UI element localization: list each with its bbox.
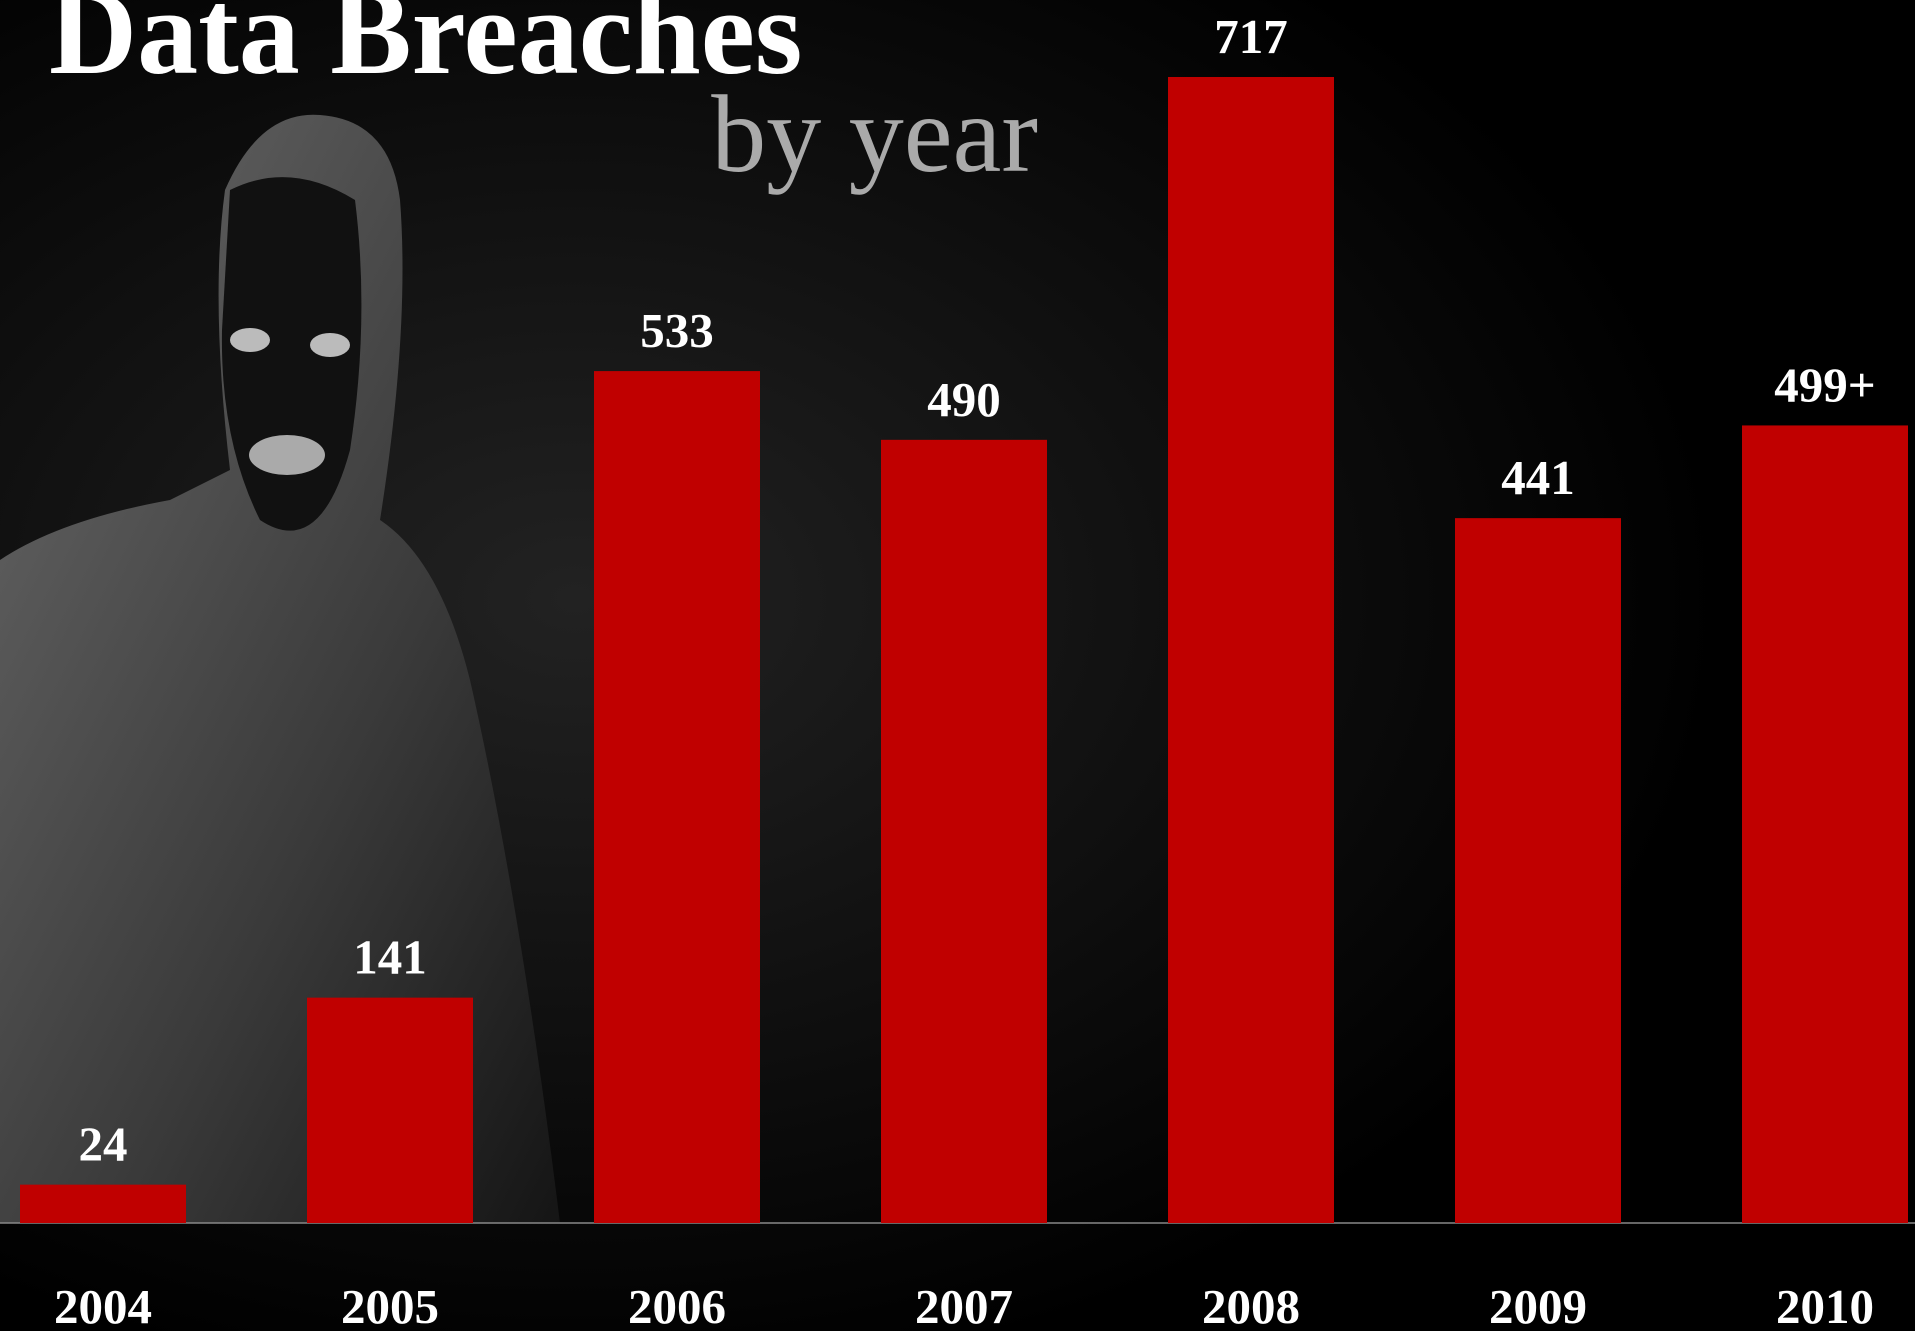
value-label: 490: [927, 372, 1001, 427]
x-tick-label: 2010: [1776, 1279, 1874, 1331]
x-tick-label: 2008: [1202, 1279, 1300, 1331]
bar: [1455, 518, 1621, 1223]
bar: [1742, 425, 1908, 1223]
x-tick-label: 2005: [341, 1279, 439, 1331]
value-label: 533: [640, 303, 714, 358]
x-tick-label: 2004: [54, 1279, 152, 1331]
bar: [1168, 77, 1334, 1223]
x-tick-label: 2009: [1489, 1279, 1587, 1331]
bar: [881, 440, 1047, 1223]
value-label: 24: [79, 1117, 128, 1172]
x-tick-label: 2007: [915, 1279, 1013, 1331]
page: Data Breaches by year 24 2004 141 2005 533 20…: [0, 0, 1915, 1331]
chart-subtitle: by year: [711, 73, 1038, 195]
bar: [594, 371, 760, 1223]
value-label: 717: [1214, 9, 1288, 64]
value-label: 441: [1501, 450, 1575, 505]
bar: [20, 1185, 186, 1223]
chart: Data Breaches by year 24 2004 141 2005 533 20…: [0, 0, 1915, 1331]
value-label: 141: [353, 930, 427, 985]
x-tick-label: 2006: [628, 1279, 726, 1331]
chart-title: Data Breaches: [49, 0, 802, 100]
bar: [307, 998, 473, 1223]
value-label: 499+: [1774, 357, 1875, 412]
